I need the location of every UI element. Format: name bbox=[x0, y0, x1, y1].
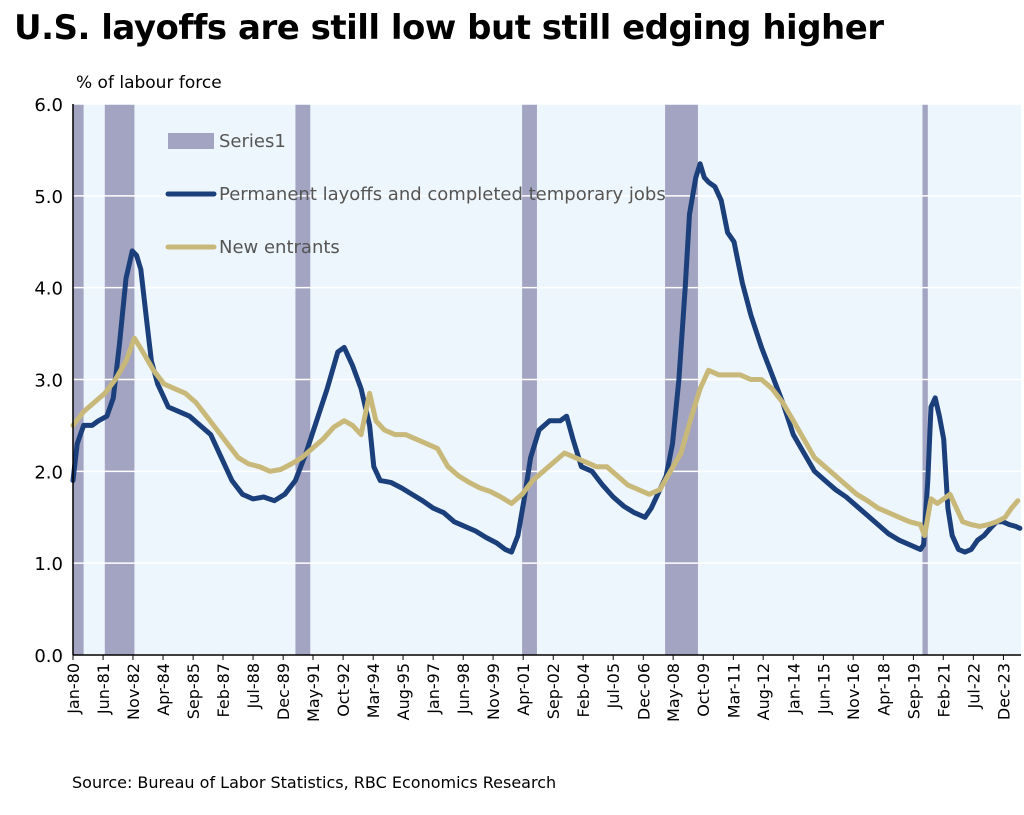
permanent-layoffs-line bbox=[70, 161, 1023, 555]
y-axis-label: % of labour force bbox=[76, 73, 222, 93]
x-tick-label: Jun-15 bbox=[814, 663, 833, 715]
x-tick-label: Feb-21 bbox=[934, 663, 953, 717]
x-tick-label: May-08 bbox=[664, 663, 683, 722]
y-tick-label: 4.0 bbox=[34, 279, 63, 300]
x-tick-label: Mar-11 bbox=[724, 663, 743, 718]
legend: Series1 Permanent layoffs and completed t… bbox=[165, 131, 666, 258]
x-tick-label: Mar-94 bbox=[364, 663, 383, 718]
x-tick-label: Dec-23 bbox=[994, 663, 1013, 720]
x-tick-label: Sep-85 bbox=[184, 663, 203, 719]
y-tick-label: 0.0 bbox=[34, 646, 63, 667]
x-tick-label: Feb-04 bbox=[574, 663, 593, 717]
y-tick-label: 6.0 bbox=[34, 95, 63, 116]
x-tick-label: Apr-18 bbox=[874, 663, 893, 716]
x-tick-label: Jul-88 bbox=[244, 663, 263, 709]
legend-label: New entrants bbox=[219, 237, 340, 258]
x-tick-label: Feb-87 bbox=[214, 663, 233, 717]
x-tick-label: Jul-05 bbox=[604, 663, 623, 709]
x-tick-label: Jun-81 bbox=[94, 663, 113, 715]
x-tick-label: Dec-89 bbox=[274, 663, 293, 720]
y-tick-label: 2.0 bbox=[34, 462, 63, 483]
chart-title: U.S. layoffs are still low but still edg… bbox=[14, 8, 884, 48]
y-tick-label: 3.0 bbox=[34, 371, 63, 392]
x-tick-label: Jan-80 bbox=[64, 663, 83, 715]
x-tick-label: Dec-06 bbox=[634, 663, 653, 720]
axes: 0.0 1.0 2.0 3.0 4.0 5.0 6.0 Jan-80 Jun-81 Nov-82 A… bbox=[34, 95, 1021, 722]
source-note: Source: Bureau of Labor Statistics, RBC … bbox=[72, 773, 557, 792]
x-tick-label: Nov-16 bbox=[844, 663, 863, 720]
y-tick-label: 1.0 bbox=[34, 554, 63, 575]
x-tick-label: Jan-14 bbox=[784, 663, 803, 715]
x-tick-label: Jan-97 bbox=[424, 663, 443, 715]
x-tick-label: Jul-22 bbox=[964, 663, 983, 709]
x-tick-label: Apr-84 bbox=[154, 663, 173, 716]
x-tick-label: Sep-19 bbox=[904, 663, 923, 719]
legend-swatch-series1 bbox=[168, 133, 214, 149]
x-tick-label: Sep-02 bbox=[544, 663, 563, 719]
x-tick-label: May-91 bbox=[304, 663, 323, 722]
x-tick-label: Apr-01 bbox=[514, 663, 533, 716]
y-tick-label: 5.0 bbox=[34, 187, 63, 208]
chart: % of labour force 0.0 1.0 2.0 3.0 4.0 5.0 6.0 J… bbox=[34, 73, 1023, 722]
legend-label: Series1 bbox=[219, 131, 286, 152]
x-tick-label: Oct-09 bbox=[694, 663, 713, 717]
new-entrants-line bbox=[70, 335, 1021, 539]
x-tick-label: Nov-99 bbox=[484, 663, 503, 720]
x-tick-label: Aug-95 bbox=[394, 663, 413, 720]
x-tick-label: Nov-82 bbox=[124, 663, 143, 720]
legend-label: Permanent layoffs and completed temporar… bbox=[219, 184, 666, 205]
x-tick-label: Jun-98 bbox=[454, 663, 473, 715]
series-lines bbox=[70, 161, 1023, 555]
x-tick-label: Oct-92 bbox=[334, 663, 353, 717]
x-tick-label: Aug-12 bbox=[754, 663, 773, 720]
